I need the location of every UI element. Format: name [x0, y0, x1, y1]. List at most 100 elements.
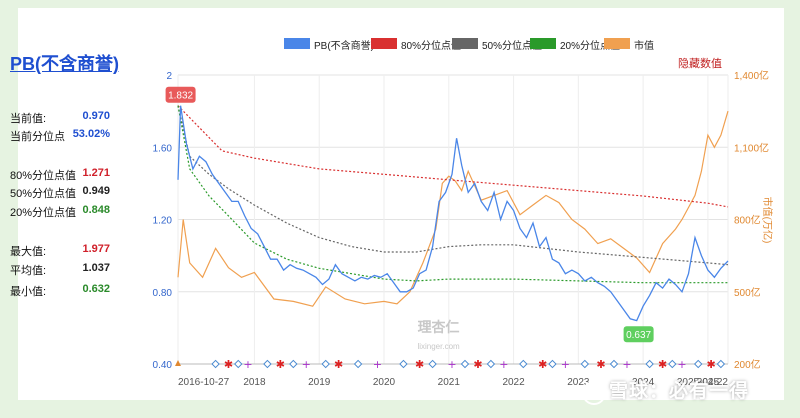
legend-swatch — [371, 38, 397, 49]
left-tick-label: 1.20 — [153, 216, 173, 227]
callout-box — [165, 86, 196, 103]
event-marker[interactable] — [263, 359, 272, 369]
stat-row: 平均值: 1.037 — [10, 262, 110, 280]
chart-legend: PB(不含商誉) 80%分位点值 50%分位点值 20%分位点值 市值 — [0, 0, 766, 52]
legend-label: 50%分位点值 — [482, 41, 543, 52]
stat-row: 最大值: 1.977 — [10, 243, 110, 261]
event-marker[interactable] — [693, 359, 703, 369]
event-marker[interactable] — [460, 359, 470, 369]
event-marker[interactable] — [399, 359, 408, 369]
event-marker[interactable]: + — [243, 358, 252, 371]
event-marker[interactable] — [321, 359, 330, 369]
left-tick-label: 2 — [166, 71, 172, 82]
event-marker[interactable] — [609, 359, 619, 369]
stat-value: 1.037 — [82, 262, 110, 274]
event-marker[interactable] — [289, 359, 298, 369]
event-marker[interactable] — [353, 359, 363, 369]
event-marker[interactable]: + — [373, 358, 382, 371]
right-tick-label: 1,100亿 — [734, 141, 769, 154]
event-marker[interactable] — [548, 359, 557, 369]
stat-value: 53.02% — [72, 128, 110, 140]
event-marker[interactable]: ✱ — [707, 358, 716, 371]
legend-label: 80%分位点值 — [401, 41, 462, 52]
stat-label: 最大值: — [10, 246, 47, 258]
right-tick-label: 500亿 — [734, 286, 761, 299]
event-marker[interactable]: ✱ — [538, 358, 547, 371]
callout-text: 0.637 — [626, 330, 651, 341]
event-marker[interactable] — [211, 359, 220, 369]
event-marker[interactable] — [580, 359, 590, 369]
legend-swatch — [604, 38, 630, 49]
stat-label: 20%分位点值 — [10, 207, 77, 219]
start-marker — [175, 360, 181, 366]
event-marker[interactable]: + — [677, 358, 686, 371]
right-axis-title: 市值(万亿) — [761, 197, 774, 244]
series-line — [177, 105, 729, 322]
event-marker[interactable] — [645, 359, 654, 369]
event-marker[interactable]: ✱ — [334, 358, 343, 371]
stat-label: 最小值: — [10, 286, 47, 298]
event-marker[interactable]: + — [447, 358, 456, 371]
event-marker[interactable] — [716, 359, 726, 369]
right-tick-label: 200亿 — [734, 358, 761, 371]
legend-swatch — [284, 38, 310, 49]
event-marker[interactable]: ✱ — [658, 358, 667, 371]
stat-label: 平均值: — [10, 265, 47, 277]
event-marker[interactable]: ✱ — [596, 358, 605, 371]
event-marker[interactable]: + — [499, 358, 508, 371]
event-marker[interactable]: + — [302, 358, 311, 371]
left-tick-label: 0.40 — [153, 360, 173, 371]
event-marker[interactable]: ✱ — [415, 358, 424, 371]
xueqiu-logo-icon — [582, 381, 606, 405]
chart-logo-url: lixinger.com — [417, 342, 460, 351]
legend-swatch — [530, 38, 556, 49]
stat-label: 当前值: — [10, 113, 47, 125]
event-marker[interactable]: + — [561, 358, 570, 371]
stat-label: 50%分位点值 — [10, 188, 77, 200]
right-tick-label: 1,400亿 — [734, 69, 769, 82]
event-marker[interactable] — [486, 359, 496, 369]
stat-row: 当前分位点 53.02% — [10, 128, 110, 146]
event-marker[interactable] — [519, 359, 528, 369]
left-tick-label: 0.80 — [153, 288, 173, 299]
event-marker[interactable] — [234, 359, 243, 369]
stats-title[interactable]: PB(不含商誉) — [10, 54, 119, 74]
value-callout: 1.832 — [165, 86, 196, 103]
x-tick-label: 2020 — [373, 377, 396, 388]
stat-row: 80%分位点值 1.271 — [10, 167, 110, 185]
event-marker[interactable]: ✱ — [224, 358, 233, 371]
x-tick-label: 2018 — [243, 377, 266, 388]
x-tick-label: 2022 — [502, 377, 525, 388]
series-line — [177, 105, 729, 208]
event-marker[interactable] — [668, 359, 677, 369]
series-line — [177, 105, 728, 284]
chart-panel — [18, 8, 784, 400]
stat-value: 0.632 — [82, 283, 110, 295]
event-marker[interactable]: ✱ — [473, 358, 482, 371]
x-tick-label: 2016-10-27 — [178, 377, 230, 388]
series-line — [177, 105, 729, 266]
x-tick-label: 2019 — [308, 377, 331, 388]
stat-value: 0.949 — [82, 185, 110, 197]
stat-value: 0.848 — [82, 204, 110, 216]
x-tick-label: 2024 — [632, 377, 655, 388]
left-tick-label: 1.60 — [153, 143, 173, 154]
stat-row: 最小值: 0.632 — [10, 283, 110, 301]
x-tick-label: 2023 — [567, 377, 590, 388]
event-marker[interactable]: + — [622, 358, 631, 371]
stat-label: 当前分位点 — [10, 131, 65, 143]
right-tick-label: 800亿 — [734, 214, 761, 227]
callout-text: 1.832 — [168, 91, 193, 102]
x-tick-label: 2025-04-22 — [677, 377, 729, 388]
corner-watermark: 雪球：必有一得 — [577, 376, 749, 403]
corner-watermark-text: 雪球：必有一得 — [609, 381, 750, 402]
x-tick-label: 2021 — [438, 377, 461, 388]
stat-value: 0.970 — [82, 110, 110, 122]
value-callout: 0.637 — [623, 326, 654, 343]
stat-value: 1.271 — [82, 167, 110, 179]
chart-logo-watermark: 理杏仁 — [418, 319, 460, 335]
hide-values-toggle[interactable]: 隐藏数值 — [678, 58, 722, 70]
event-marker[interactable]: ✱ — [276, 358, 285, 371]
event-marker[interactable] — [428, 359, 437, 369]
